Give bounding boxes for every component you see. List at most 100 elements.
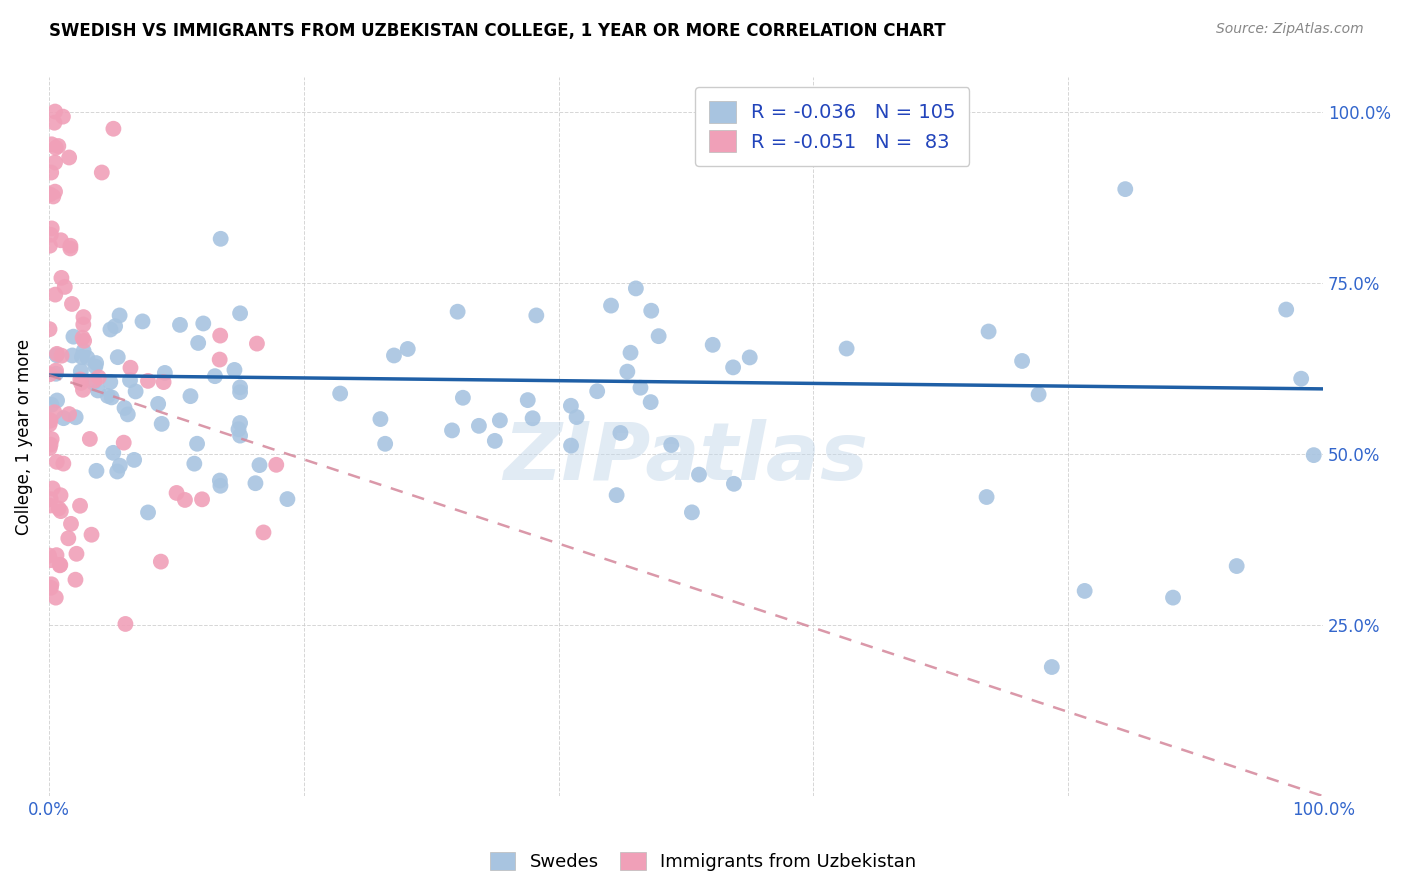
Point xyxy=(38,322,60,336)
Point xyxy=(114,617,136,632)
Point xyxy=(1073,583,1095,598)
Point xyxy=(48,501,70,516)
Point xyxy=(150,417,173,431)
Point xyxy=(41,137,63,152)
Point xyxy=(440,424,463,438)
Point xyxy=(45,455,67,469)
Point xyxy=(209,479,232,493)
Point xyxy=(38,368,60,382)
Point xyxy=(62,329,84,343)
Point xyxy=(124,384,146,399)
Point xyxy=(1275,302,1298,317)
Point xyxy=(69,372,91,386)
Point xyxy=(49,558,72,573)
Point xyxy=(38,499,60,513)
Point xyxy=(45,348,67,362)
Point xyxy=(65,547,87,561)
Point xyxy=(120,360,142,375)
Text: ZIPatlas: ZIPatlas xyxy=(503,419,869,498)
Point xyxy=(522,411,544,425)
Point xyxy=(370,412,392,426)
Point xyxy=(112,435,135,450)
Point xyxy=(76,351,98,365)
Point xyxy=(484,434,506,448)
Point xyxy=(51,271,73,285)
Point xyxy=(329,386,352,401)
Point xyxy=(49,558,72,572)
Point xyxy=(396,342,419,356)
Point xyxy=(174,492,197,507)
Point xyxy=(100,322,122,336)
Point xyxy=(166,486,188,500)
Point xyxy=(39,165,62,179)
Point xyxy=(45,141,67,155)
Point xyxy=(103,446,125,460)
Point xyxy=(100,391,122,405)
Point xyxy=(1114,182,1136,196)
Point xyxy=(45,367,67,381)
Point xyxy=(39,492,62,507)
Point xyxy=(152,375,174,389)
Point xyxy=(87,370,110,384)
Point xyxy=(114,401,136,415)
Point xyxy=(69,499,91,513)
Legend: R = -0.036   N = 105, R = -0.051   N =  83: R = -0.036 N = 105, R = -0.051 N = 83 xyxy=(695,87,969,166)
Point xyxy=(46,393,69,408)
Point xyxy=(276,492,298,507)
Point xyxy=(183,457,205,471)
Point xyxy=(39,413,62,427)
Point xyxy=(146,397,169,411)
Point xyxy=(60,297,83,311)
Point xyxy=(560,399,582,413)
Point xyxy=(38,441,60,455)
Point xyxy=(69,364,91,378)
Point xyxy=(1040,660,1063,674)
Point xyxy=(153,366,176,380)
Point xyxy=(169,318,191,332)
Point xyxy=(107,350,129,364)
Point xyxy=(38,549,60,563)
Point xyxy=(191,492,214,507)
Point xyxy=(59,242,82,256)
Point xyxy=(131,314,153,328)
Point xyxy=(616,365,638,379)
Point xyxy=(688,467,710,482)
Point xyxy=(229,416,252,430)
Point xyxy=(84,356,107,370)
Point xyxy=(72,310,94,324)
Point xyxy=(46,139,69,153)
Point xyxy=(59,516,82,531)
Point xyxy=(640,395,662,409)
Point xyxy=(60,349,83,363)
Point xyxy=(374,437,396,451)
Point xyxy=(204,369,226,384)
Point xyxy=(70,350,93,364)
Point xyxy=(45,591,67,605)
Point xyxy=(451,391,474,405)
Point xyxy=(586,384,609,399)
Point xyxy=(136,374,159,388)
Point xyxy=(44,405,66,419)
Point xyxy=(208,352,231,367)
Point xyxy=(41,482,63,496)
Point xyxy=(1161,591,1184,605)
Point xyxy=(835,342,858,356)
Point xyxy=(58,151,80,165)
Point xyxy=(52,110,75,124)
Point xyxy=(39,437,62,451)
Point xyxy=(38,187,60,202)
Point xyxy=(39,581,62,595)
Point xyxy=(252,525,274,540)
Point xyxy=(49,488,72,502)
Point xyxy=(122,453,145,467)
Point xyxy=(108,458,131,473)
Point xyxy=(136,505,159,519)
Point xyxy=(108,309,131,323)
Point xyxy=(118,373,141,387)
Point xyxy=(86,464,108,478)
Point xyxy=(44,104,66,119)
Point xyxy=(193,317,215,331)
Point xyxy=(468,418,491,433)
Point xyxy=(560,439,582,453)
Point xyxy=(186,436,208,450)
